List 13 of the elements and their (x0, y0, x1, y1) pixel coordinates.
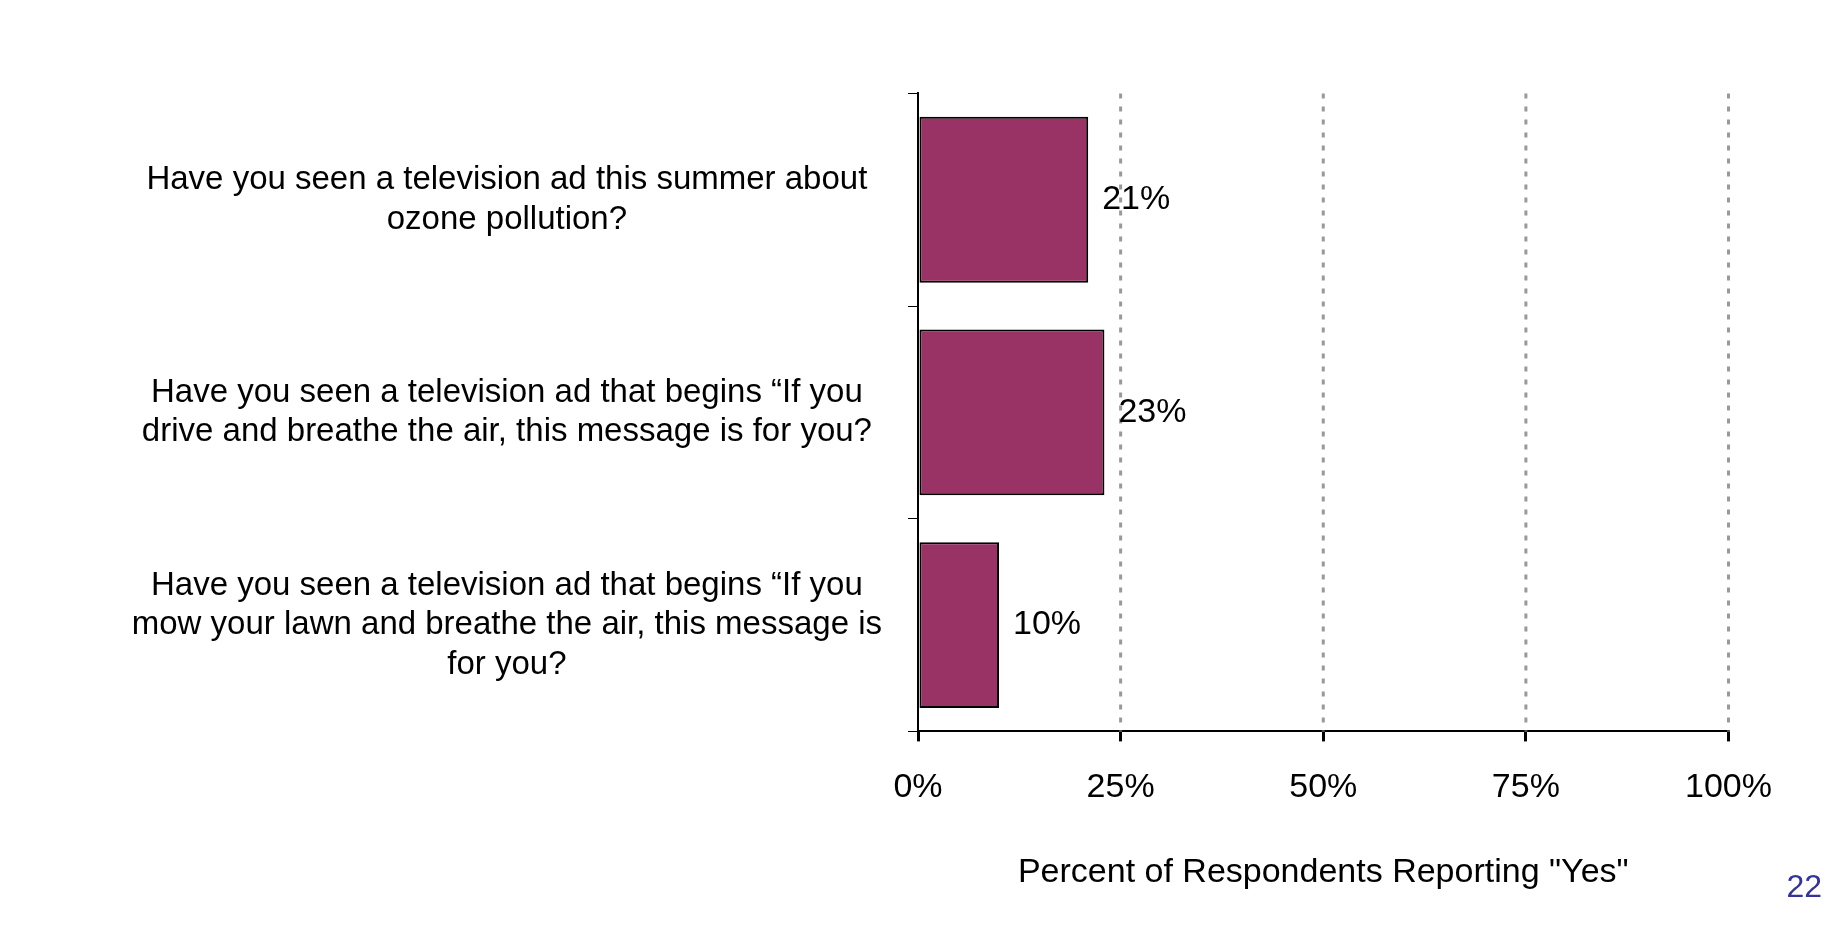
y-tick-label: Have you seen a television ad that begins “If you drive and breathe the air, this message is for you? (141, 371, 872, 449)
text: 22 (1786, 868, 1822, 905)
x-tick-label: 25% (1086, 766, 1155, 805)
x-tick-label: 100% (1685, 766, 1772, 805)
x-axis-title: Percent of Respondents Reporting "Yes" (1017, 850, 1629, 889)
x-tick-label: 50% (1289, 766, 1358, 805)
data-label: 10% (1013, 603, 1082, 642)
y-tick-label: Have you seen a television ad that begins “If you mow your lawn and breathe the air, this message is for you? (131, 564, 882, 681)
data-label: 21% (1102, 178, 1171, 217)
data-label: 23% (1118, 390, 1187, 429)
x-tick-label: 75% (1491, 766, 1560, 805)
y-tick-label: Have you seen a television ad this summer about ozone pollution? (146, 159, 868, 236)
x-tick-label: 0% (893, 766, 943, 805)
